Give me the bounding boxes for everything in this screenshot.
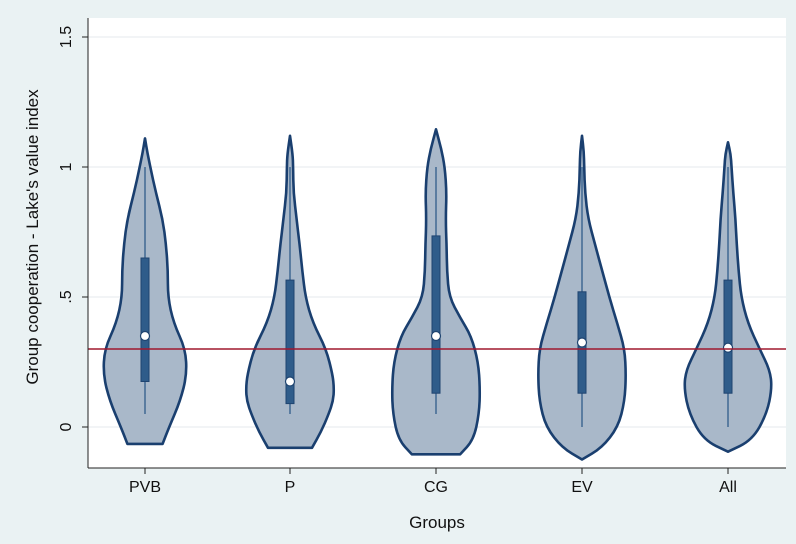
y-tick-label: 1.5 xyxy=(58,26,75,48)
y-axis-label: Group cooperation - Lake's value index xyxy=(23,89,42,385)
x-tick-label: EV xyxy=(571,479,593,496)
y-tick-label: 0 xyxy=(58,422,75,431)
y-tick-label: 1 xyxy=(58,162,75,171)
iqr-box xyxy=(431,235,441,394)
iqr-box xyxy=(140,257,150,382)
y-axis: 0 .5 1 1.5 xyxy=(58,18,89,468)
median-marker xyxy=(722,342,734,353)
median-marker xyxy=(430,330,442,342)
x-axis-label: Groups xyxy=(409,513,465,532)
x-tick-label: PVB xyxy=(129,479,161,496)
median-marker xyxy=(576,337,588,348)
x-tick-label: CG xyxy=(424,479,448,496)
x-tick-label: P xyxy=(285,479,296,496)
x-tick-label: All xyxy=(719,479,737,496)
median-marker xyxy=(139,330,151,342)
violins xyxy=(102,128,773,461)
x-axis: PVB P CG EV All xyxy=(88,467,786,496)
median-marker xyxy=(284,376,296,387)
y-tick-label: .5 xyxy=(58,290,75,303)
iqr-box xyxy=(285,279,295,405)
iqr-box xyxy=(723,279,733,394)
